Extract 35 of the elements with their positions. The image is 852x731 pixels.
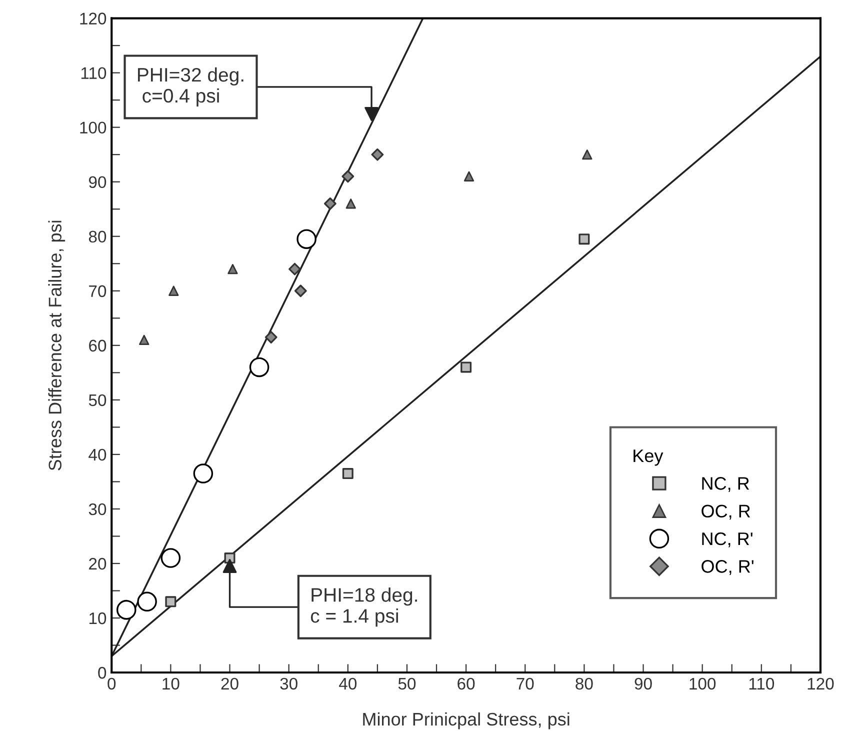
- x-tick-label: 10: [162, 678, 180, 690]
- legend-label: NC, R': [702, 532, 752, 548]
- x-tick-label: 120: [808, 678, 834, 690]
- y-tick-label: 110: [81, 67, 106, 79]
- y-tick-label: 40: [88, 448, 106, 461]
- y-tick-label: 90: [88, 176, 106, 188]
- x-tick-label: 100: [690, 678, 716, 690]
- legend-title: Key: [634, 450, 664, 466]
- legend-label: OC, R': [702, 560, 754, 575]
- y-tick-label: 70: [89, 285, 106, 298]
- y-axis-title: Stress Difference at Failure, psi: [48, 220, 66, 470]
- y-tick-label: 30: [88, 503, 106, 516]
- annotation: PHI=18 deg. c = 1.4 psi: [310, 588, 417, 627]
- x-tick-label: 30: [280, 678, 298, 690]
- x-tick-label: 40: [339, 678, 357, 690]
- x-tick-label: 60: [458, 678, 475, 690]
- legend-label: OC, R: [702, 504, 750, 520]
- y-tick-label: 0: [98, 666, 106, 679]
- y-tick-label: 10: [89, 612, 106, 624]
- y-tick-label: 80: [88, 230, 106, 243]
- annotation: PHI=32 deg. c=0.4 psi: [138, 67, 244, 107]
- x-tick-label: 110: [749, 678, 774, 690]
- legend-label: NC, R: [702, 477, 750, 492]
- y-tick-label: 120: [80, 12, 106, 24]
- x-tick-label: 70: [516, 678, 534, 690]
- x-tick-label: 0: [108, 678, 116, 690]
- y-tick-label: 50: [88, 394, 106, 406]
- x-tick-label: 20: [221, 678, 238, 690]
- x-tick-label: 90: [634, 678, 652, 690]
- y-tick-label: 100: [80, 122, 106, 134]
- y-tick-label: 60: [89, 340, 106, 352]
- x-axis-title: Minor Prinicpal Stress, psi: [363, 712, 570, 730]
- y-tick-label: 20: [89, 558, 106, 570]
- x-tick-label: 50: [398, 678, 416, 690]
- x-tick-label: 80: [576, 678, 593, 690]
